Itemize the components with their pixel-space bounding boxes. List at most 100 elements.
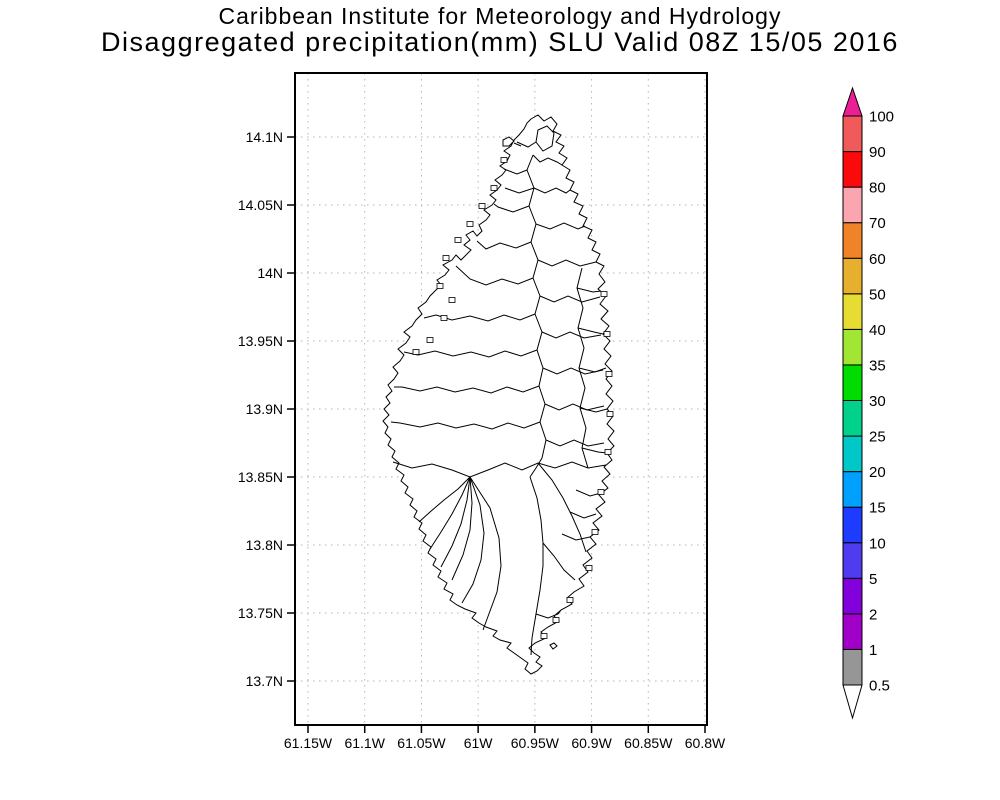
watershed-boundary: [535, 222, 586, 230]
colorbar-label: 50: [869, 286, 886, 303]
plot-frame: [294, 72, 708, 726]
maria-islet: [549, 642, 558, 650]
colorbar-label: 60: [869, 251, 886, 268]
watershed-boundary: [544, 403, 605, 411]
watershed-boundary: [569, 511, 597, 519]
lat-tick-label: 14.05N: [238, 197, 283, 213]
watershed-boundary: [455, 265, 534, 286]
colorbar-segment: [842, 257, 863, 295]
watershed-boundary: [461, 476, 485, 604]
lon-tick-label: 60.8W: [685, 735, 726, 751]
page-subtitle: Disaggregated precipitation(mm) SLU Vali…: [101, 27, 899, 58]
lat-tick-label: 13.7N: [246, 673, 283, 689]
coastal-watershed-cell: [426, 337, 434, 343]
colorbar-label: 0.5: [869, 678, 890, 695]
colorbar-label: 15: [869, 500, 886, 517]
colorbar-segment: [842, 542, 863, 579]
lon-tick-label: 61W: [464, 735, 494, 751]
colorbar-segment: [842, 613, 863, 650]
coastal-watershed-cell: [478, 203, 486, 209]
lat-tick-label: 13.9N: [246, 401, 283, 417]
coastal-watershed-cell: [440, 315, 448, 321]
watershed-boundary: [418, 476, 471, 523]
title-block: Caribbean Institute for Meteorology and …: [0, 4, 1000, 58]
colorbar-label: 2: [869, 606, 877, 623]
coastal-watershed-cell: [448, 297, 456, 303]
watershed-boundary: [429, 476, 471, 550]
colorbar-label: 1: [869, 642, 877, 659]
rodney-bay-lagoon: [535, 125, 555, 152]
coastal-watershed-cell: [412, 349, 420, 355]
lat-tick-label: 13.85N: [238, 469, 283, 485]
lon-tick-label: 60.9W: [571, 735, 612, 751]
watershed-boundary: [537, 462, 587, 553]
colorbar-label: 100: [869, 109, 894, 126]
watershed-boundary: [394, 385, 540, 394]
watershed-boundary: [541, 331, 602, 339]
colorbar-segment: [842, 435, 863, 473]
watershed-boundary: [545, 439, 605, 447]
lon-tick-label: 60.95W: [511, 735, 560, 751]
lon-tick-label: 60.85W: [624, 735, 673, 751]
watershed-boundary: [575, 489, 602, 497]
watershed-boundary: [542, 367, 604, 375]
colorbar-label: 70: [869, 215, 886, 232]
colorbar-segment: [842, 364, 863, 401]
island-coastline: [382, 114, 615, 675]
lat-tick-label: 13.8N: [246, 537, 283, 553]
coastal-watershed-cell: [606, 411, 614, 417]
colorbar-label: 90: [869, 144, 886, 161]
colorbar-segment: [842, 222, 863, 259]
colorbar-segment: [842, 506, 863, 544]
watershed-boundary: [539, 295, 601, 303]
causeway-islet: [502, 136, 515, 147]
watershed-boundary: [403, 349, 538, 358]
lat-tick-label: 13.95N: [238, 333, 283, 349]
watershed-boundary: [529, 476, 544, 656]
watershed-boundary: [526, 154, 547, 478]
colorbar-label: 80: [869, 180, 886, 197]
watershed-boundary: [561, 533, 591, 541]
coastal-watershed-cell: [436, 283, 444, 289]
colorbar-over-arrow: [842, 86, 863, 117]
colorbar-label: 30: [869, 393, 886, 410]
causeway-link: [513, 142, 522, 147]
lat-tick-label: 13.75N: [238, 605, 283, 621]
colorbar-segment: [842, 186, 863, 224]
watershed-boundary: [581, 447, 608, 454]
colorbar-segment: [842, 328, 863, 366]
watershed-boundary: [504, 187, 535, 194]
watershed-boundary: [476, 240, 532, 250]
watershed-boundary: [576, 287, 602, 293]
coastal-watershed-cell: [591, 529, 599, 535]
coastal-watershed-cell: [552, 617, 560, 623]
coastal-watershed-cell: [566, 597, 574, 603]
colorbar-segment: [842, 115, 863, 153]
lon-tick-label: 61.05W: [397, 735, 446, 751]
watershed-boundary: [542, 542, 576, 581]
coastal-watershed-cell: [500, 157, 508, 163]
coastal-watershed-cell: [466, 221, 474, 227]
watershed-boundary: [503, 168, 528, 175]
lat-tick-label: 14.1N: [246, 129, 283, 145]
colorbar-label: 5: [869, 571, 877, 588]
watershed-boundary: [537, 259, 597, 267]
coastal-watershed-cell: [605, 371, 613, 377]
coastal-watershed-cell: [540, 633, 548, 639]
watershed-boundary: [533, 187, 571, 194]
colorbar-label: 40: [869, 322, 886, 339]
coastal-watershed-cell: [603, 331, 611, 337]
coastal-watershed-cell: [454, 237, 462, 243]
watershed-boundary: [423, 313, 536, 322]
watershed-boundary: [516, 141, 537, 148]
colorbar-under-arrow: [842, 684, 863, 720]
lon-tick-label: 61.1W: [344, 735, 385, 751]
watershed-boundary: [392, 461, 607, 478]
coastal-watershed-cell: [600, 291, 608, 297]
watershed-boundary: [390, 421, 541, 430]
coastal-watershed-cell: [597, 489, 605, 495]
lat-tick-label: 14N: [257, 265, 283, 281]
watershed-boundary: [493, 203, 530, 213]
watershed-boundary: [535, 609, 562, 619]
